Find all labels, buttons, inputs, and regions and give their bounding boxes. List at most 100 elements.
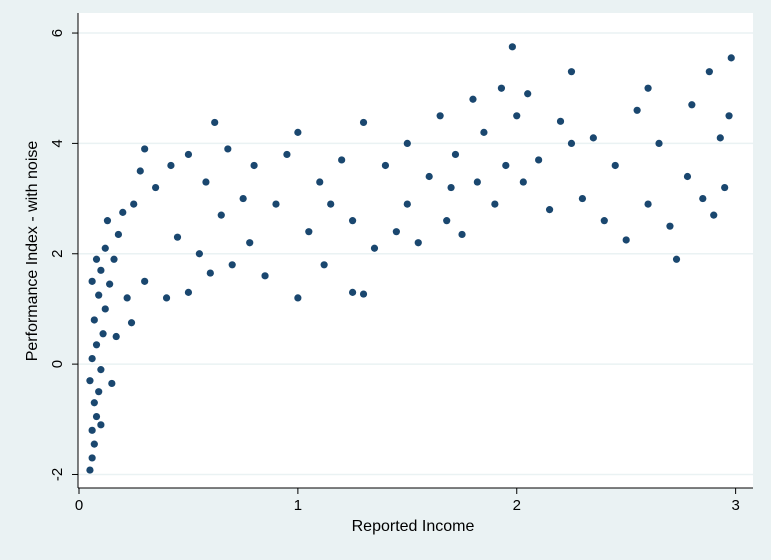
data-point xyxy=(95,291,103,299)
data-point xyxy=(338,156,346,164)
data-point xyxy=(535,156,543,164)
data-point xyxy=(666,222,674,230)
data-point xyxy=(348,217,357,225)
data-point xyxy=(283,150,291,159)
data-point xyxy=(272,200,280,208)
data-point xyxy=(451,150,460,159)
data-point xyxy=(600,217,608,225)
data-point xyxy=(86,466,94,474)
data-point xyxy=(403,139,411,147)
data-point xyxy=(294,294,302,302)
data-point xyxy=(101,305,109,313)
data-point xyxy=(705,68,713,76)
x-tick-label: 3 xyxy=(731,497,739,514)
data-point xyxy=(710,211,718,219)
y-tick-label: 4 xyxy=(49,139,66,147)
data-point xyxy=(88,454,96,462)
data-point xyxy=(316,178,324,186)
data-point xyxy=(184,288,193,296)
data-point xyxy=(348,288,357,296)
tick-labels: 0 1 2 3 -2 0 2 4 6 xyxy=(49,29,740,514)
data-point xyxy=(589,134,597,142)
data-point xyxy=(123,294,131,302)
data-point xyxy=(469,95,477,103)
data-point xyxy=(101,244,109,252)
data-point xyxy=(458,230,466,239)
data-point xyxy=(403,200,411,208)
data-point xyxy=(127,319,136,327)
data-point xyxy=(106,280,114,288)
data-point xyxy=(633,106,641,114)
data-point xyxy=(655,139,663,147)
data-point xyxy=(556,117,565,125)
data-point xyxy=(136,167,144,175)
y-tick-label: -2 xyxy=(49,468,66,481)
data-point xyxy=(103,217,112,225)
x-tick-label: 2 xyxy=(513,497,521,514)
data-point xyxy=(436,112,444,120)
data-point xyxy=(497,84,506,92)
data-point xyxy=(611,161,619,170)
data-point xyxy=(294,128,302,136)
data-point xyxy=(217,211,225,219)
y-tick-label: 6 xyxy=(49,29,66,37)
data-point xyxy=(727,54,735,62)
data-point xyxy=(246,239,254,247)
data-point xyxy=(491,200,499,208)
data-point xyxy=(90,316,98,324)
data-point xyxy=(92,255,101,263)
data-point xyxy=(519,178,527,186)
data-point xyxy=(95,388,103,396)
data-point xyxy=(508,43,516,51)
data-point xyxy=(97,366,105,374)
data-point xyxy=(112,332,120,341)
data-point xyxy=(320,261,328,269)
data-point xyxy=(567,139,576,147)
y-axis-label: Performance Index - with noise xyxy=(24,141,41,362)
data-point xyxy=(114,230,122,239)
data-point xyxy=(622,236,630,244)
y-tick-label: 2 xyxy=(49,250,66,258)
data-point xyxy=(88,426,96,434)
data-point xyxy=(447,183,455,192)
data-point xyxy=(545,206,554,214)
data-point xyxy=(414,239,422,247)
data-point xyxy=(97,266,105,274)
data-point xyxy=(524,90,532,98)
data-point xyxy=(99,330,107,338)
y-tick-label: 0 xyxy=(49,360,66,368)
data-point xyxy=(162,294,171,302)
data-point xyxy=(250,161,258,170)
data-point xyxy=(392,228,400,236)
data-point xyxy=(359,290,368,298)
data-point xyxy=(108,379,116,388)
data-point xyxy=(211,118,219,127)
data-point xyxy=(88,355,96,363)
data-point xyxy=(578,194,587,203)
axes xyxy=(77,13,753,489)
data-point xyxy=(473,178,481,186)
x-tick-label: 1 xyxy=(294,497,302,514)
data-points xyxy=(86,43,735,474)
data-point xyxy=(202,178,210,186)
data-point xyxy=(167,161,175,170)
data-point xyxy=(502,161,510,170)
data-point xyxy=(92,341,101,349)
data-point xyxy=(725,112,733,120)
data-point xyxy=(443,217,451,225)
plot-area xyxy=(78,13,753,488)
data-point xyxy=(97,421,105,429)
gridlines xyxy=(78,32,753,476)
data-point xyxy=(90,399,98,407)
data-point xyxy=(683,172,692,181)
data-point xyxy=(716,134,724,142)
data-point xyxy=(425,172,433,181)
data-point xyxy=(152,183,160,192)
data-point xyxy=(644,84,652,92)
data-point xyxy=(327,200,335,208)
data-point xyxy=(119,208,127,216)
data-point xyxy=(206,269,214,277)
data-point xyxy=(141,277,149,285)
x-axis-label: Reported Income xyxy=(352,518,475,535)
